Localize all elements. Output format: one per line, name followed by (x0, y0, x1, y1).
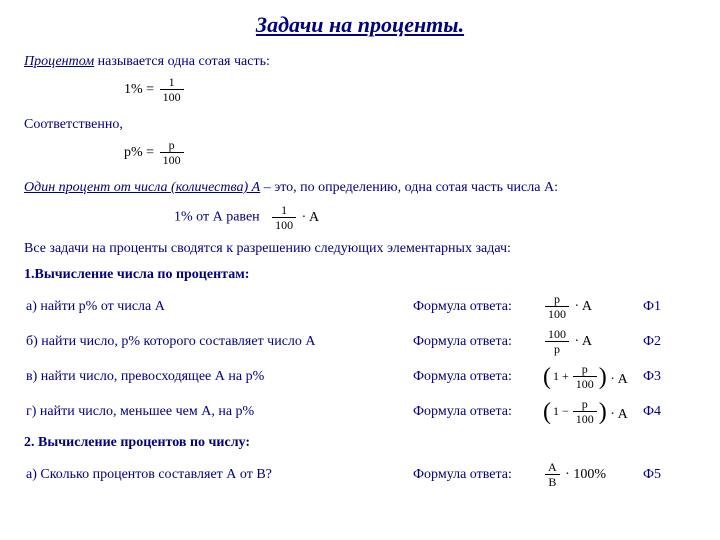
task-text: а) найти p% от числа А (24, 289, 411, 324)
eq2-num: p (160, 139, 184, 153)
row-mult: · A (575, 334, 593, 350)
formula-cell: A B · 100% (541, 457, 641, 492)
formula-label: Формула ответа: (411, 394, 541, 429)
def2-rest: – это, по определению, одна сотая часть … (260, 180, 558, 195)
table-row: а) Сколько процентов составляет А от В? … (24, 457, 696, 492)
table-row: г) найти число, меньшее чем А, на p%Форм… (24, 394, 696, 429)
row-mult: · A (575, 299, 593, 315)
answer-label: Ф4 (641, 394, 696, 429)
task-text: г) найти число, меньшее чем А, на p% (24, 394, 411, 429)
table-row: в) найти число, превосходящее А на p%Фор… (24, 359, 696, 394)
task-text: б) найти число, p% которого составляет ч… (24, 324, 411, 359)
def-rest-1: называется одна сотая часть: (94, 54, 270, 69)
formula-3: 1% от А равен 1 100 · A (174, 204, 696, 231)
term-percent: Процентом (24, 54, 94, 69)
intro-tasks: Все задачи на проценты сводятся к разреш… (24, 241, 696, 257)
row-paren: (1 −p100) (543, 398, 607, 425)
page-title: Задачи на проценты. (24, 12, 696, 38)
answer-label: Ф3 (641, 359, 696, 394)
formula-label: Формула ответа: (411, 359, 541, 394)
answers-table: а) найти p% от числа АФормула ответа:p10… (24, 289, 696, 429)
f5-frac: A B (545, 461, 560, 488)
line-accordingly: Соответственно, (24, 117, 696, 133)
eq3-mult: · A (302, 210, 320, 226)
eq3-prefix: 1% от А равен (174, 210, 260, 225)
formula-cell: 100p · A (541, 324, 641, 359)
eq3-frac: 1 100 (272, 204, 296, 231)
eq1-lhs: 1% = (124, 82, 154, 98)
eq2-frac: p 100 (160, 139, 184, 166)
eq3-den: 100 (272, 218, 296, 231)
heading-1: 1.Вычисление числа по процентам: (24, 267, 696, 283)
definition-line-1: Процентом называется одна сотая часть: (24, 54, 696, 70)
table-row: а) найти p% от числа АФормула ответа:p10… (24, 289, 696, 324)
f5-mult: · 100% (565, 467, 606, 483)
row-mult: · A (610, 372, 628, 388)
formula-2: p% = p 100 (124, 139, 696, 166)
eq2-den: 100 (160, 153, 184, 166)
task-text: в) найти число, превосходящее А на p% (24, 359, 411, 394)
row-frac: p100 (545, 293, 569, 320)
task-text: а) Сколько процентов составляет А от В? (24, 457, 411, 492)
answer-label: Ф2 (641, 324, 696, 359)
formula-cell: p100 · A (541, 289, 641, 324)
f5-den: B (545, 475, 560, 488)
eq1-den: 100 (160, 90, 184, 103)
formula-label: Формула ответа: (411, 457, 541, 492)
eq1-num: 1 (160, 76, 184, 90)
formula-label: Формула ответа: (411, 289, 541, 324)
row-mult: · A (610, 407, 628, 423)
row-paren: (1 +p100) (543, 363, 607, 390)
formula-1: 1% = 1 100 (124, 76, 696, 103)
answer-label: Ф5 (641, 457, 696, 492)
answers-table-2: а) Сколько процентов составляет А от В? … (24, 457, 696, 492)
answer-label: Ф1 (641, 289, 696, 324)
eq3-num: 1 (272, 204, 296, 218)
formula-cell: (1 +p100) · A (541, 359, 641, 394)
formula-label: Формула ответа: (411, 324, 541, 359)
f5-num: A (545, 461, 560, 475)
formula-cell: (1 −p100) · A (541, 394, 641, 429)
row-frac: 100p (545, 328, 569, 355)
term-one-percent: Один процент от числа (количества) А (24, 180, 260, 195)
eq1-frac: 1 100 (160, 76, 184, 103)
definition-line-2: Один процент от числа (количества) А – э… (24, 180, 696, 196)
eq2-lhs: p% = (124, 145, 154, 161)
heading-2: 2. Вычисление процентов по числу: (24, 435, 696, 451)
table-row: б) найти число, p% которого составляет ч… (24, 324, 696, 359)
